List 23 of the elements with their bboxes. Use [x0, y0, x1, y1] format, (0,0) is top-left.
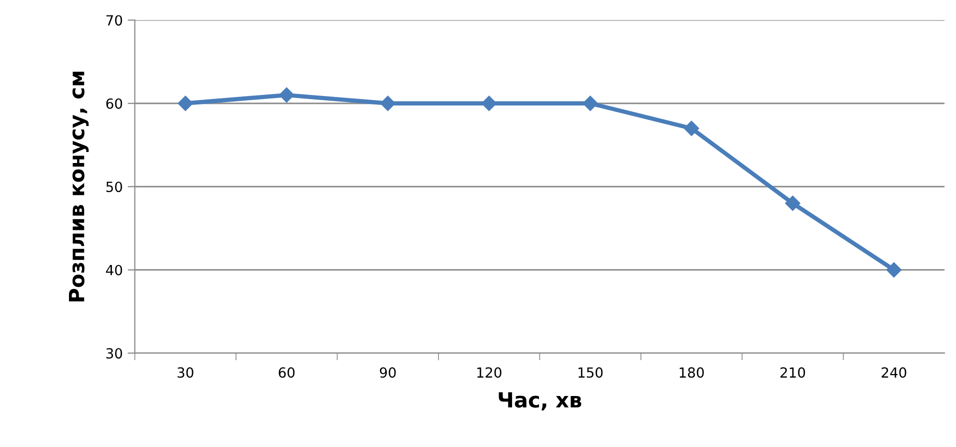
x-tick-label: 120	[477, 367, 502, 378]
y-tick-label: 50	[106, 182, 122, 192]
point	[380, 96, 396, 111]
point	[785, 196, 800, 211]
y-tick-label: 40	[106, 264, 122, 276]
y-tick-label: 70	[106, 15, 122, 26]
point	[178, 96, 193, 111]
point	[684, 120, 700, 136]
x-axis-title: Час, хв	[498, 392, 582, 410]
point	[481, 96, 497, 111]
y-axis-title: Розплив конусу, см	[68, 72, 89, 302]
x-tick-label: 60	[278, 367, 295, 378]
x-tick-label: 150	[578, 367, 603, 378]
x-tick-label: 180	[680, 367, 704, 378]
point	[279, 87, 294, 103]
x-tick-label: 90	[380, 367, 396, 378]
y-tick-label: 60	[106, 98, 122, 109]
x-tick-label: 240	[882, 367, 906, 378]
point	[886, 262, 902, 278]
point	[582, 96, 598, 111]
x-tick-label: 30	[178, 367, 194, 378]
x-tick-label: 210	[780, 367, 806, 378]
y-tick-label: 30	[106, 348, 122, 359]
